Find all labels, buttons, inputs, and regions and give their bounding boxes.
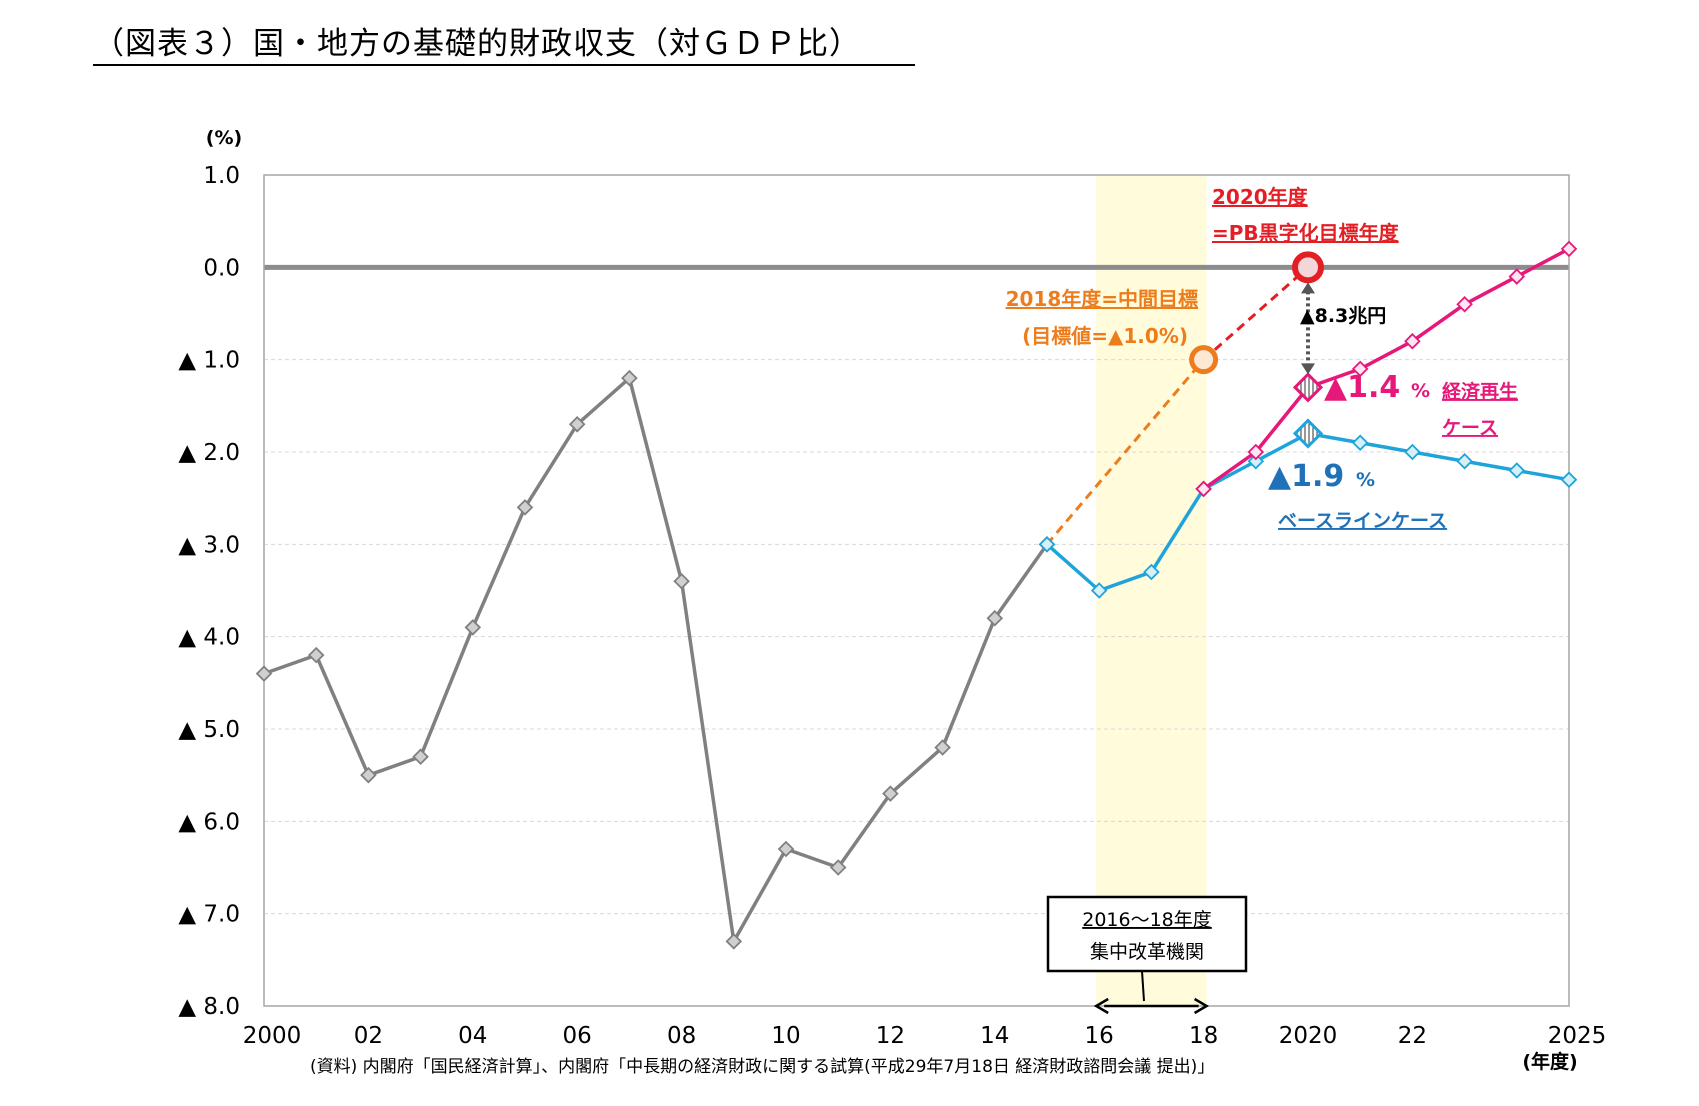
- interim-target-line: [1045, 358, 1205, 546]
- y-tick-label: ▲ 8.0: [178, 994, 240, 1020]
- y-tick-label: 1.0: [203, 163, 240, 189]
- interim-target-label-line2: (目標値=▲1.0%): [1022, 324, 1188, 348]
- y-tick-label: ▲ 2.0: [178, 440, 240, 466]
- actual-point: [673, 572, 690, 590]
- actual-point: [464, 619, 482, 636]
- x-tick-label: 2020: [1279, 1023, 1338, 1049]
- x-tick-label: 08: [667, 1023, 696, 1049]
- revival-pct-label: %: [1411, 380, 1430, 402]
- x-tick-label: 2000: [243, 1023, 302, 1049]
- revival-case-label-1: 経済再生: [1442, 380, 1518, 403]
- actual-point: [568, 416, 586, 433]
- revival-series-line: [1202, 247, 1570, 491]
- period-box-line1: 2016～18年度: [1082, 909, 1212, 931]
- chart-title: （図表３）国・地方の基礎的財政収支（対ＧＤＰ比）: [93, 26, 861, 62]
- baseline-point: [1404, 443, 1421, 461]
- baseline-case-label: ベースラインケース: [1278, 510, 1447, 532]
- interim-target-label-line1: 2018年度=中間目標: [1006, 287, 1198, 311]
- actual-point: [829, 859, 847, 876]
- x-tick-label: 04: [458, 1023, 487, 1049]
- baseline-point: [1560, 471, 1578, 488]
- y-tick-label: ▲ 3.0: [178, 532, 240, 558]
- highlight-period-band: [1096, 175, 1207, 1006]
- actual-point: [516, 499, 534, 516]
- actual-point: [777, 840, 795, 858]
- x-unit-label: (年度): [1522, 1050, 1577, 1073]
- actual-point: [360, 766, 377, 784]
- actual-point: [986, 609, 1004, 627]
- actual-point: [412, 748, 429, 765]
- baseline-point: [1351, 434, 1369, 452]
- final-target-marker: [1292, 251, 1324, 284]
- period-box: [1046, 895, 1248, 973]
- x-tick-label: 12: [876, 1023, 905, 1049]
- revival-point: [1560, 240, 1578, 258]
- gap-arrow-head-down: [1301, 363, 1315, 375]
- y-tick-label: ▲ 4.0: [178, 625, 240, 651]
- baseline-point: [1508, 462, 1526, 479]
- revival-2020-marker: [1292, 372, 1324, 403]
- y-tick-label: ▲ 1.0: [178, 348, 240, 374]
- revival-point: [1404, 332, 1421, 350]
- actual-point: [882, 785, 899, 802]
- y-tick-label: ▲ 6.0: [178, 809, 240, 835]
- y-unit-label: (%): [206, 127, 242, 149]
- baseline-2020-marker: [1292, 418, 1324, 449]
- revival-value-label: ▲1.4: [1324, 370, 1400, 405]
- x-tick-label: 02: [354, 1023, 383, 1049]
- baseline-pct-label: %: [1356, 469, 1375, 491]
- revival-point: [1247, 443, 1265, 461]
- y-tick-label: ▲ 5.0: [178, 717, 240, 743]
- baseline-value-label: ▲1.9: [1268, 459, 1344, 494]
- baseline-point: [1090, 582, 1108, 599]
- final-target-label-line1: 2020年度: [1212, 185, 1309, 209]
- title-underline: [93, 64, 915, 66]
- period-arrow-right-head: [1193, 997, 1210, 1015]
- baseline-point: [1038, 536, 1056, 553]
- x-tick-label: 2025: [1548, 1023, 1607, 1049]
- y-tick-label: ▲ 7.0: [178, 902, 240, 928]
- source-note: (資料) 内閣府「国民経済計算」、内閣府「中長期の経済財政に関する試算(平成29…: [310, 1057, 1214, 1077]
- x-tick-label: 10: [771, 1023, 800, 1049]
- baseline-point: [1143, 563, 1160, 581]
- baseline-point: [1456, 452, 1473, 470]
- actual-point: [934, 739, 951, 756]
- actual-point: [255, 665, 273, 682]
- period-box-line2: 集中改革機関: [1090, 941, 1204, 963]
- x-tick-label: 18: [1189, 1023, 1218, 1049]
- revival-case-label-2: ケース: [1442, 417, 1498, 439]
- gap-label: ▲8.3兆円: [1300, 305, 1386, 327]
- baseline-point: [1247, 452, 1265, 470]
- x-tick-label: 06: [563, 1023, 592, 1049]
- period-arrow-left-head: [1093, 997, 1109, 1015]
- period-connector: [1141, 970, 1145, 1002]
- actual-point: [307, 646, 325, 664]
- actual-point: [621, 369, 638, 387]
- x-tick-label: 22: [1398, 1023, 1427, 1049]
- x-tick-label: 14: [980, 1023, 1009, 1049]
- revival-point: [1508, 268, 1526, 285]
- x-tick-label: 16: [1085, 1023, 1114, 1049]
- revival-point: [1351, 360, 1369, 378]
- final-target-line: [1202, 266, 1309, 361]
- revival-point: [1195, 480, 1212, 498]
- actual-series-line: [263, 376, 1049, 944]
- final-target-label-line2: =PB黒字化目標年度: [1212, 221, 1400, 245]
- plot-frame: [263, 174, 1570, 1007]
- actual-point: [725, 933, 743, 950]
- revival-point: [1456, 295, 1473, 313]
- y-tick-label: 0.0: [203, 255, 240, 281]
- gap-arrow-head-up: [1301, 282, 1315, 294]
- interim-target-marker: [1189, 345, 1219, 375]
